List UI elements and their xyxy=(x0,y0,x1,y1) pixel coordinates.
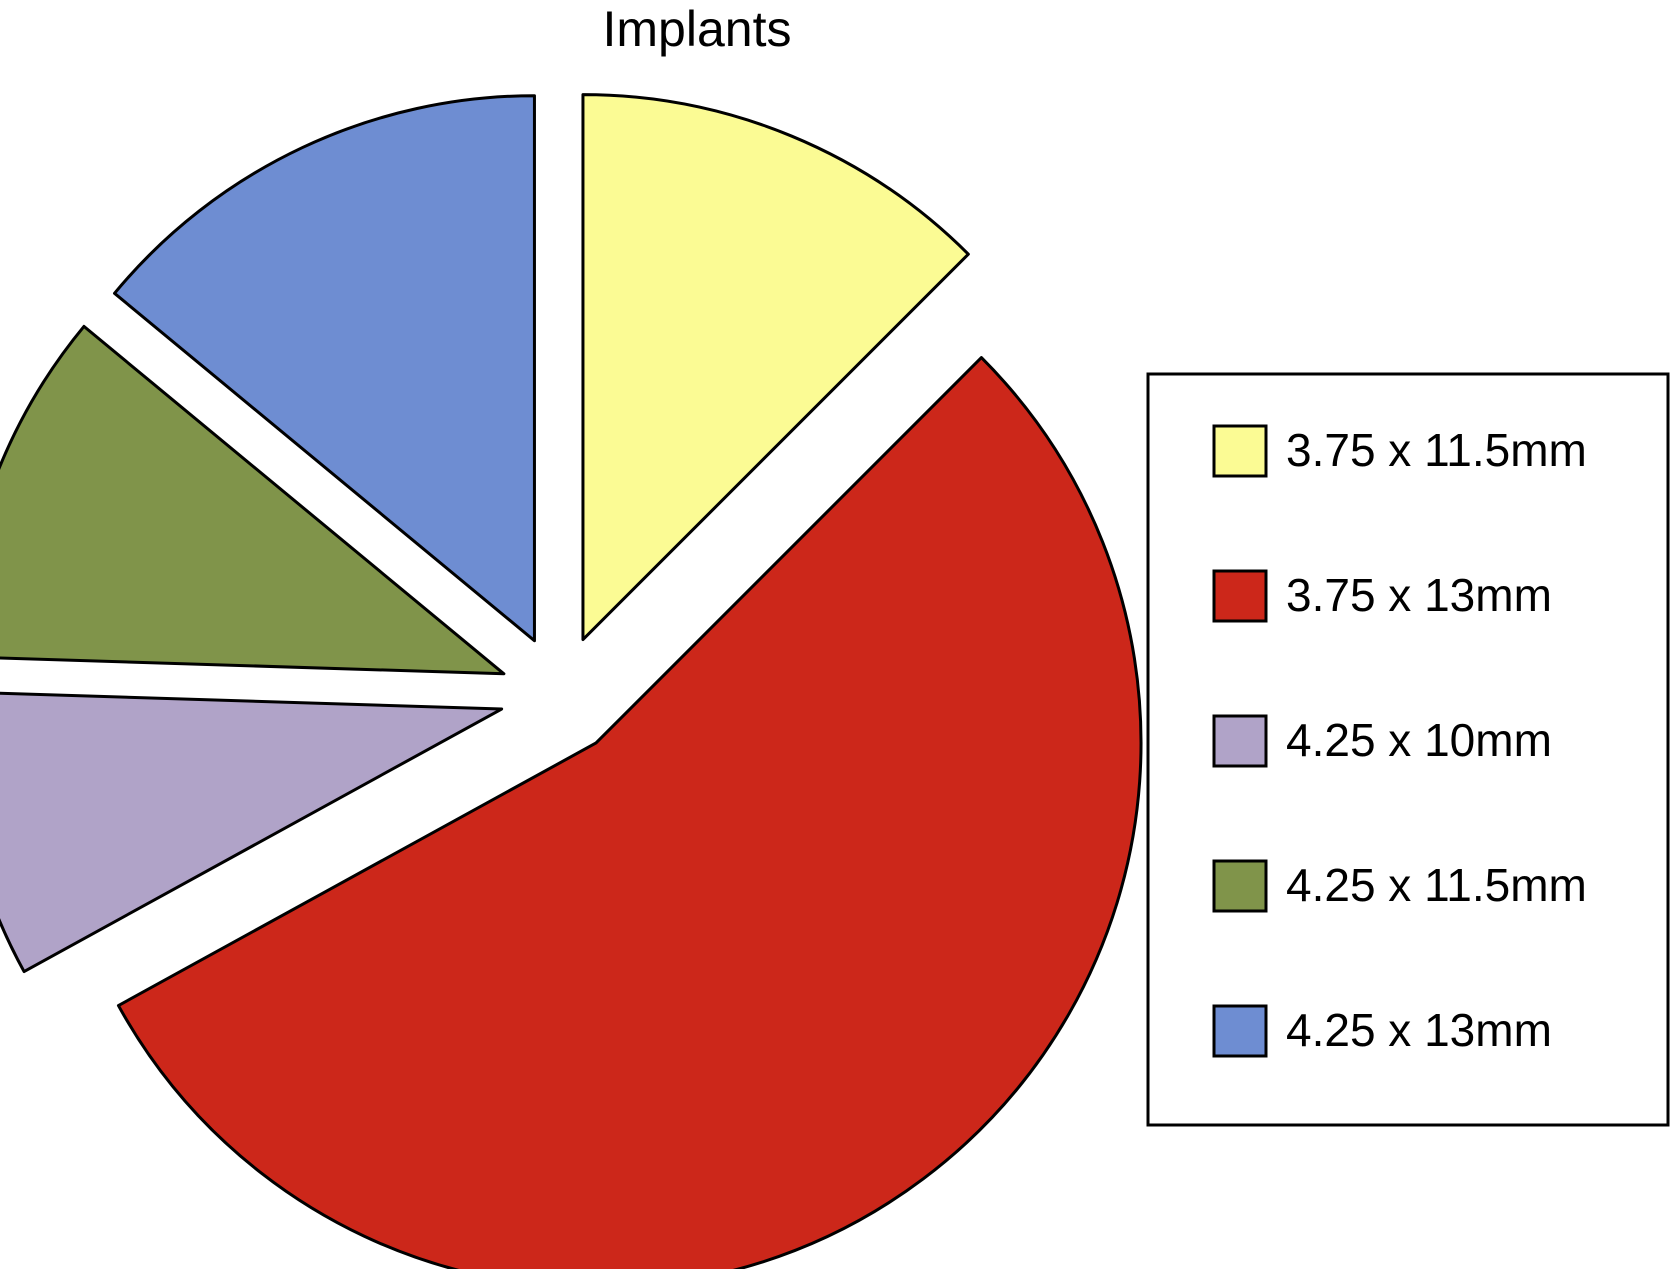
legend-items: 3.75 x 11.5mm 3.75 x 13mm 4.25 x 10mm 4.25 … xyxy=(1212,424,1587,1058)
legend-label-3-75-x-13mm: 3.75 x 13mm xyxy=(1286,569,1552,621)
legend-swatch-4-25-x-13mm xyxy=(1212,1004,1268,1058)
pie-slice-4-25-x-13mm xyxy=(113,94,536,643)
pie-slice-4-25-x-11-5mm xyxy=(0,324,506,676)
legend-label-4-25-x-13mm: 4.25 x 13mm xyxy=(1286,1004,1552,1056)
pie-slice-3-75-x-13mm xyxy=(116,356,1143,1269)
legend-swatch-3-75-x-11-5mm xyxy=(1212,424,1268,478)
legend-label-4-25-x-11-5mm: 4.25 x 11.5mm xyxy=(1286,859,1587,911)
legend-label-4-25-x-10mm: 4.25 x 10mm xyxy=(1286,714,1552,766)
legend-swatch-3-75-x-13mm xyxy=(1212,569,1268,623)
pie-slice-4-25-x-10mm xyxy=(0,691,504,974)
legend-swatch-4-25-x-10mm xyxy=(1212,714,1268,768)
pie-slice-3-75-x-11-5mm xyxy=(581,93,970,642)
legend-swatch-4-25-x-11-5mm xyxy=(1212,859,1268,913)
legend-label-3-75-x-11-5mm: 3.75 x 11.5mm xyxy=(1286,424,1587,476)
pie-slices xyxy=(0,93,1143,1269)
chart-title: Implants xyxy=(603,1,792,57)
legend: 3.75 x 11.5mm 3.75 x 13mm 4.25 x 10mm 4.25 … xyxy=(1146,372,1670,1127)
